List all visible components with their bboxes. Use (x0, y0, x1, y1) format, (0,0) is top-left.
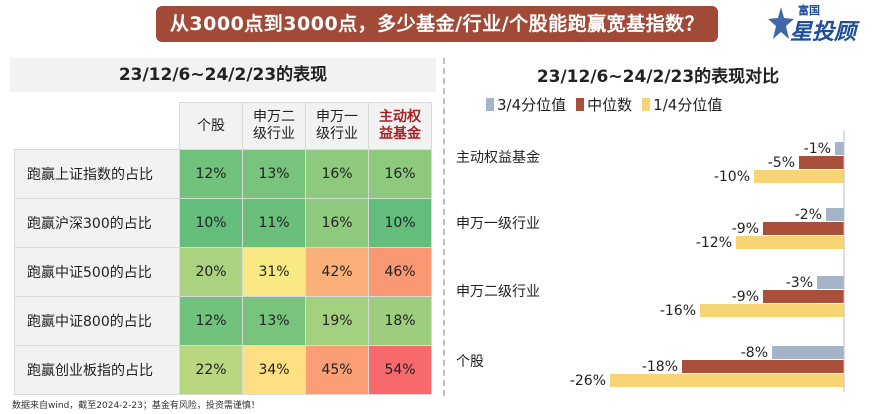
table-header-row: 个股 申万二 级行业 申万一 级行业 主动权 益基金 (14, 102, 432, 150)
table-cell: 11% (242, 198, 306, 248)
bar (682, 360, 844, 373)
table-cell: 10% (368, 198, 432, 248)
data-label: -2% (795, 207, 822, 223)
bar (835, 142, 844, 155)
table-cell: 16% (368, 149, 432, 199)
data-label: -12% (696, 235, 732, 251)
performance-table: 个股 申万二 级行业 申万一 级行业 主动权 益基金 跑赢上证指数的占比 12% 13… (14, 102, 432, 395)
bar (700, 304, 844, 317)
col-header-label: 申万二 级行业 (253, 109, 295, 142)
star-icon (768, 7, 794, 39)
table-cell: 19% (305, 296, 369, 346)
category-label: 申万一级行业 (456, 216, 540, 232)
col-header-highlight: 主动权 益基金 (368, 102, 432, 150)
chart-title: 23/12/6~24/2/23的表现对比 (536, 67, 780, 87)
table-cell: 20% (179, 247, 243, 297)
col-header: 个股 (179, 102, 243, 150)
legend-label: 3/4分位值 (497, 96, 567, 114)
table-cell: 46% (368, 247, 432, 297)
table-cell: 34% (242, 345, 306, 395)
legend-item: 中位数 (576, 94, 632, 115)
bar (610, 374, 844, 387)
table-row: 跑赢创业板指的占比 22% 34% 45% 54% (14, 345, 432, 395)
category-label: 主动权益基金 (456, 149, 540, 166)
table-row: 跑赢中证800的占比 12% 13% 19% 18% (14, 296, 432, 346)
data-label: -9% (732, 289, 759, 305)
bar (763, 222, 844, 235)
data-label: -5% (768, 155, 795, 171)
chart-legend: 3/4分位值 中位数 1/4分位值 (486, 94, 722, 115)
row-header: 跑赢沪深300的占比 (14, 198, 180, 248)
data-source-note: 数据来自wind，截至2024-2-23；基金有风险，投资需谨慎！ (12, 401, 260, 411)
table-cell: 42% (305, 247, 369, 297)
data-label: -26% (570, 373, 606, 389)
table-cell: 22% (179, 345, 243, 395)
col-header-label: 主动权 益基金 (379, 109, 421, 142)
table-cell: 12% (179, 296, 243, 346)
logo-small-text: 富国 (798, 4, 820, 17)
table-cell: 16% (305, 149, 369, 199)
bar (763, 290, 844, 303)
bar (799, 156, 844, 169)
bar-chart: 主动权益基金-1%-5%-10%申万一级行业-2%-9%-12%申万二级行业-3… (456, 130, 845, 392)
table-cell: 45% (305, 345, 369, 395)
data-label: -8% (741, 345, 768, 361)
col-header: 申万一 级行业 (305, 102, 369, 150)
legend-swatch (576, 98, 585, 111)
table-cell: 18% (368, 296, 432, 346)
legend-swatch (486, 98, 494, 111)
row-header: 跑赢创业板指的占比 (14, 345, 180, 395)
bar (736, 236, 844, 249)
table-cell: 12% (179, 149, 243, 199)
col-header-label: 个股 (197, 117, 225, 134)
data-label: -10% (714, 169, 750, 185)
table-cell: 10% (179, 198, 243, 248)
logo: 富国 星投顾 (768, 2, 868, 46)
bar (754, 170, 844, 183)
table-cell: 54% (368, 345, 432, 395)
data-label: -16% (660, 303, 696, 319)
category-label: 申万二级行业 (456, 284, 540, 300)
legend-label: 中位数 (587, 96, 633, 114)
banner-title: 从3000点到3000点，多少基金/行业/个股能跑赢宽基指数？ (156, 6, 718, 42)
row-header: 跑赢中证500的占比 (14, 247, 180, 297)
table-row: 跑赢沪深300的占比 10% 11% 16% 10% (14, 198, 432, 248)
legend-swatch (642, 98, 651, 111)
bar (772, 346, 844, 359)
table-row: 跑赢中证500的占比 20% 31% 42% 46% (14, 247, 432, 297)
table-cell: 16% (305, 198, 369, 248)
legend-item: 3/4分位值 (486, 94, 566, 115)
bar (826, 208, 844, 221)
bar (817, 276, 844, 289)
table-cell: 31% (242, 247, 306, 297)
legend-label: 1/4分位值 (653, 96, 723, 114)
col-header: 申万二 级行业 (242, 102, 306, 150)
table-title: 23/12/6~24/2/23的表现 (10, 58, 436, 92)
col-header-label: 申万一 级行业 (316, 109, 358, 142)
section-divider (443, 58, 445, 396)
row-header: 跑赢中证800的占比 (14, 296, 180, 346)
logo-big-text: 星投顾 (790, 20, 857, 45)
table-corner (14, 102, 180, 150)
table-row: 跑赢上证指数的占比 12% 13% 16% 16% (14, 149, 432, 199)
legend-item: 1/4分位值 (642, 94, 722, 115)
category-label: 个股 (456, 354, 484, 370)
table-cell: 13% (242, 149, 306, 199)
data-label: -18% (642, 359, 678, 375)
data-label: -1% (804, 141, 831, 157)
table-cell: 13% (242, 296, 306, 346)
row-header: 跑赢上证指数的占比 (14, 149, 180, 199)
data-label: -3% (786, 275, 813, 291)
data-label: -9% (732, 221, 759, 237)
